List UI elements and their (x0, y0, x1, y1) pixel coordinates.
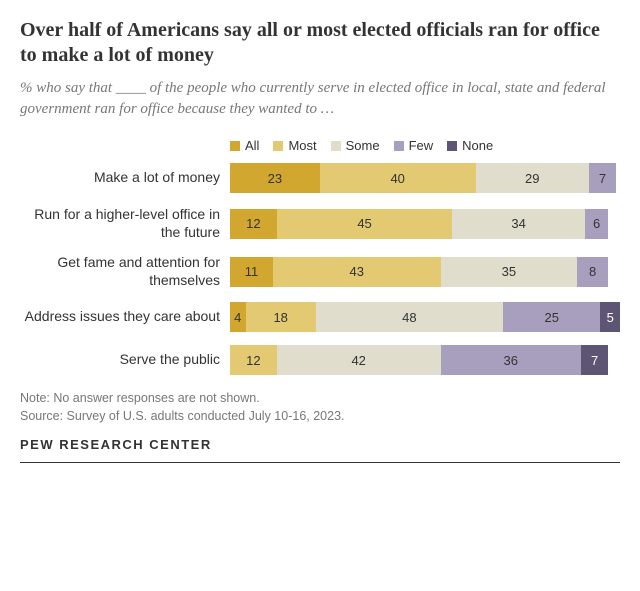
chart-row: Run for a higher-level office in the fut… (20, 206, 620, 241)
bar-segment: 40 (320, 163, 476, 193)
bar-segment: 25 (503, 302, 601, 332)
bar-segment: 8 (577, 257, 608, 287)
bar-track: 41848255 (230, 302, 620, 332)
bar-segment: 36 (441, 345, 581, 375)
org-name: PEW RESEARCH CENTER (20, 437, 620, 452)
legend-label: Few (409, 138, 434, 153)
chart-row: Make a lot of money2340297 (20, 163, 620, 193)
bar-segment: 45 (277, 209, 453, 239)
bar-segment: 6 (585, 209, 608, 239)
legend: All Most Some Few None (230, 138, 620, 153)
bar-segment: 7 (581, 345, 608, 375)
row-label: Address issues they care about (20, 308, 230, 326)
chart-row: Serve the public1242367 (20, 345, 620, 375)
legend-label: All (245, 138, 259, 153)
chart-title: Over half of Americans say all or most e… (20, 18, 620, 68)
legend-swatch (230, 141, 240, 151)
bar-segment: 4 (230, 302, 246, 332)
bar-segment: 11 (230, 257, 273, 287)
row-label: Make a lot of money (20, 169, 230, 187)
bar-track: 1143358 (230, 257, 620, 287)
bar-segment: 35 (441, 257, 578, 287)
legend-item: None (447, 138, 493, 153)
row-label: Serve the public (20, 351, 230, 369)
source-text: Source: Survey of U.S. adults conducted … (20, 407, 620, 425)
bar-segment: 12 (230, 345, 277, 375)
legend-swatch (273, 141, 283, 151)
bar-segment: 5 (600, 302, 620, 332)
legend-label: Some (346, 138, 380, 153)
bar-chart: Make a lot of money2340297Run for a high… (20, 163, 620, 375)
bottom-rule (20, 462, 620, 463)
bar-track: 1245346 (230, 209, 620, 239)
legend-item: Some (331, 138, 380, 153)
bar-track: 1242367 (230, 345, 620, 375)
legend-item: All (230, 138, 259, 153)
legend-swatch (394, 141, 404, 151)
chart-row: Get fame and attention for themselves114… (20, 254, 620, 289)
bar-segment: 23 (230, 163, 320, 193)
legend-label: Most (288, 138, 316, 153)
footnotes: Note: No answer responses are not shown.… (20, 389, 620, 425)
legend-item: Few (394, 138, 434, 153)
bar-segment: 12 (230, 209, 277, 239)
bar-segment: 7 (589, 163, 616, 193)
bar-segment: 48 (316, 302, 503, 332)
note-text: Note: No answer responses are not shown. (20, 389, 620, 407)
bar-segment: 29 (476, 163, 589, 193)
bar-segment: 18 (246, 302, 316, 332)
legend-label: None (462, 138, 493, 153)
legend-swatch (447, 141, 457, 151)
bar-segment: 34 (452, 209, 585, 239)
row-label: Get fame and attention for themselves (20, 254, 230, 289)
chart-subtitle: % who say that ____ of the people who cu… (20, 78, 620, 120)
chart-row: Address issues they care about41848255 (20, 302, 620, 332)
bar-segment: 42 (277, 345, 441, 375)
bar-segment: 43 (273, 257, 441, 287)
legend-swatch (331, 141, 341, 151)
row-label: Run for a higher-level office in the fut… (20, 206, 230, 241)
legend-item: Most (273, 138, 316, 153)
bar-track: 2340297 (230, 163, 620, 193)
